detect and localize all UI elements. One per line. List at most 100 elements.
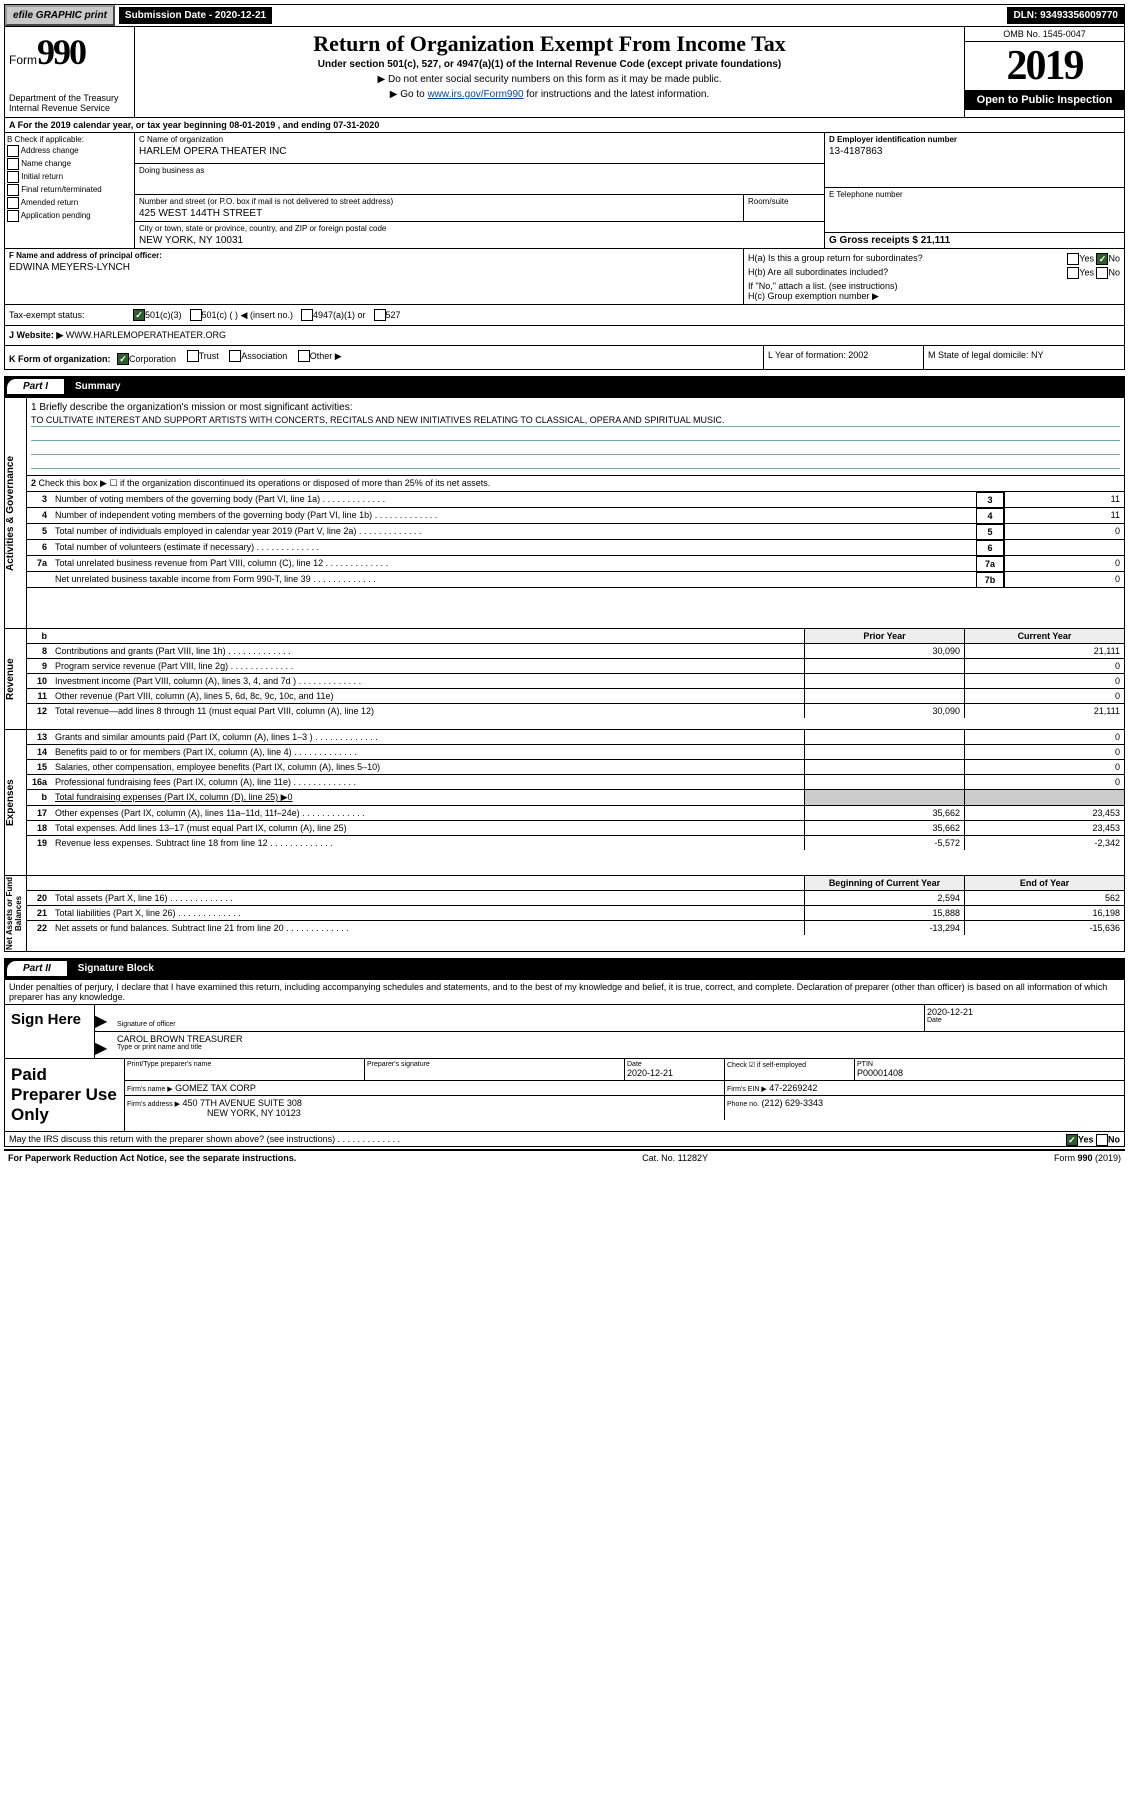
state-domicile: M State of legal domicile: NY xyxy=(924,346,1124,369)
officer-signature-field[interactable]: Signature of officer xyxy=(115,1005,924,1031)
self-employed-checkbox[interactable]: Check ☑ if self-employed xyxy=(725,1059,855,1081)
line-9: 9Program service revenue (Part VIII, lin… xyxy=(27,659,1124,674)
submission-date: Submission Date - 2020-12-21 xyxy=(119,7,272,24)
form-number: 990 xyxy=(37,32,85,72)
summary-governance: Activities & Governance 1 Briefly descri… xyxy=(4,397,1125,629)
assoc-checkbox[interactable] xyxy=(229,350,241,362)
name-change-checkbox[interactable]: Name change xyxy=(7,158,132,170)
trust-checkbox[interactable] xyxy=(187,350,199,362)
line-7b: Net unrelated business taxable income fr… xyxy=(27,571,1124,588)
tax-year: 2019 xyxy=(965,42,1124,90)
ptin-field: PTINP00001408 xyxy=(855,1059,1124,1081)
dba-box: Doing business as xyxy=(135,164,824,195)
sign-here-label: Sign Here xyxy=(5,1005,95,1058)
part-2-header: Part II Signature Block xyxy=(4,958,1125,979)
dln: DLN: 93493356009770 xyxy=(1007,7,1124,24)
telephone-box: E Telephone number xyxy=(825,188,1124,233)
row-k-l-m: K Form of organization: ✓ Corporation Tr… xyxy=(4,346,1125,370)
governance-tab: Activities & Governance xyxy=(5,398,27,628)
street-address: 425 WEST 144TH STREET xyxy=(139,208,739,219)
column-f: F Name and address of principal officer:… xyxy=(5,249,744,304)
year-formation: L Year of formation: 2002 xyxy=(764,346,924,369)
revenue-tab: Revenue xyxy=(5,629,27,729)
form-header: Form990 Department of the Treasury Inter… xyxy=(4,27,1125,118)
line-6: 6Total number of volunteers (estimate if… xyxy=(27,539,1124,555)
app-pending-checkbox[interactable]: Application pending xyxy=(7,210,132,222)
form-990-page: efile GRAPHIC print Submission Date - 20… xyxy=(0,0,1129,1169)
amended-return-checkbox[interactable]: Amended return xyxy=(7,197,132,209)
line-15: 15Salaries, other compensation, employee… xyxy=(27,760,1124,775)
addr-change-checkbox[interactable]: Address change xyxy=(7,145,132,157)
part-1-title: Summary xyxy=(67,379,129,394)
instruction-1: ▶ Do not enter social security numbers o… xyxy=(139,74,960,85)
line-20: 20Total assets (Part X, line 16)2,594562 xyxy=(27,891,1124,906)
firm-phone-field: Phone no. (212) 629-3343 xyxy=(725,1096,1124,1120)
discuss-no-checkbox[interactable] xyxy=(1096,1134,1108,1146)
column-c: C Name of organization HARLEM OPERA THEA… xyxy=(135,133,824,248)
ha-yes-checkbox[interactable] xyxy=(1067,253,1079,265)
efile-print-button[interactable]: efile GRAPHIC print xyxy=(5,5,115,26)
initial-return-checkbox[interactable]: Initial return xyxy=(7,171,132,183)
tax-exempt-status-row: Tax-exempt status: ✓ 501(c)(3) 501(c) ( … xyxy=(4,305,1125,326)
line-16a: 16aProfessional fundraising fees (Part I… xyxy=(27,775,1124,790)
ha-no-checkbox[interactable]: ✓ xyxy=(1096,253,1108,265)
discuss-row: May the IRS discuss this return with the… xyxy=(5,1131,1124,1146)
website-row: J Website: ▶ WWW.HARLEMOPERATHEATER.ORG xyxy=(4,326,1125,346)
top-bar: efile GRAPHIC print Submission Date - 20… xyxy=(4,4,1125,27)
corp-checkbox[interactable]: ✓ xyxy=(117,353,129,365)
principal-officer: EDWINA MEYERS-LYNCH xyxy=(9,262,739,273)
line-19: 19Revenue less expenses. Subtract line 1… xyxy=(27,836,1124,850)
column-d-e-g: D Employer identification number 13-4187… xyxy=(824,133,1124,248)
org-name-box: C Name of organization HARLEM OPERA THEA… xyxy=(135,133,824,164)
subtitle: Under section 501(c), 527, or 4947(a)(1)… xyxy=(139,59,960,70)
summary-net-assets: Net Assets or Fund Balances Beginning of… xyxy=(4,876,1125,952)
line-14: 14Benefits paid to or for members (Part … xyxy=(27,745,1124,760)
irs-link[interactable]: www.irs.gov/Form990 xyxy=(427,89,523,100)
mission-label: 1 Briefly describe the organization's mi… xyxy=(31,402,1120,413)
preparer-date-field: Date2020-12-21 xyxy=(625,1059,725,1081)
hb-no-checkbox[interactable] xyxy=(1096,267,1108,279)
527-checkbox[interactable] xyxy=(374,309,386,321)
room-suite-box: Room/suite xyxy=(744,195,824,222)
final-return-checkbox[interactable]: Final return/terminated xyxy=(7,184,132,196)
part-1-header: Part I Summary xyxy=(4,376,1125,397)
revenue-header: bPrior YearCurrent Year xyxy=(27,629,1124,644)
line-3: 3Number of voting members of the governi… xyxy=(27,491,1124,507)
page-footer: For Paperwork Reduction Act Notice, see … xyxy=(4,1149,1125,1165)
penalty-statement: Under penalties of perjury, I declare th… xyxy=(5,980,1124,1004)
other-org-checkbox[interactable] xyxy=(298,350,310,362)
line-16b: bTotal fundraising expenses (Part IX, co… xyxy=(27,790,1124,806)
section-b-to-g: B Check if applicable: Address change Na… xyxy=(4,133,1125,249)
501c3-checkbox[interactable]: ✓ xyxy=(133,309,145,321)
mission-box: 1 Briefly describe the organization's mi… xyxy=(27,398,1124,476)
line-8: 8Contributions and grants (Part VIII, li… xyxy=(27,644,1124,659)
form-version: Form 990 (2019) xyxy=(1054,1153,1121,1163)
omb-number: OMB No. 1545-0047 xyxy=(965,27,1124,42)
net-header: Beginning of Current YearEnd of Year xyxy=(27,876,1124,891)
hb-yes-checkbox[interactable] xyxy=(1067,267,1079,279)
column-h: H(a) Is this a group return for subordin… xyxy=(744,249,1124,304)
line-2: 2 Check this box ▶ ☐ if the organization… xyxy=(27,476,1124,491)
col-b-label: B Check if applicable: xyxy=(7,135,132,144)
gross-receipts-box: G Gross receipts $ 21,111 xyxy=(825,233,1124,248)
department-label: Department of the Treasury Internal Reve… xyxy=(9,93,130,113)
name-arrow-icon: ▶ xyxy=(95,1032,115,1058)
org-name: HARLEM OPERA THEATER INC xyxy=(139,146,820,157)
preparer-name-field[interactable]: Print/Type preparer's name xyxy=(125,1059,365,1081)
form-number-cell: Form990 Department of the Treasury Inter… xyxy=(5,27,135,117)
4947a1-checkbox[interactable] xyxy=(301,309,313,321)
expenses-tab: Expenses xyxy=(5,730,27,875)
preparer-signature-field[interactable]: Preparer's signature xyxy=(365,1059,625,1081)
form-of-org-cell: K Form of organization: ✓ Corporation Tr… xyxy=(5,346,764,369)
501c-other-checkbox[interactable] xyxy=(190,309,202,321)
ein-box: D Employer identification number 13-4187… xyxy=(825,133,1124,188)
line-21: 21Total liabilities (Part X, line 26)15,… xyxy=(27,906,1124,921)
net-assets-tab: Net Assets or Fund Balances xyxy=(5,876,27,951)
catalog-number: Cat. No. 11282Y xyxy=(642,1153,708,1163)
discuss-yes-checkbox[interactable]: ✓ xyxy=(1066,1134,1078,1146)
city-box: City or town, state or province, country… xyxy=(135,222,824,248)
paid-preparer-row: Paid Preparer Use Only Print/Type prepar… xyxy=(5,1058,1124,1131)
line-a: A For the 2019 calendar year, or tax yea… xyxy=(4,118,1125,133)
year-cell: OMB No. 1545-0047 2019 Open to Public In… xyxy=(964,27,1124,117)
part-2-title: Signature Block xyxy=(70,961,162,976)
